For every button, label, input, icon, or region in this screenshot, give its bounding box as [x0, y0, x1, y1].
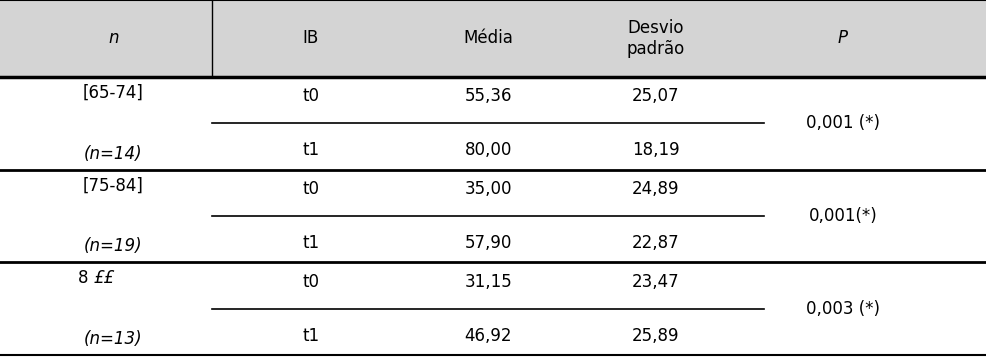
- Text: (n=14): (n=14): [84, 145, 143, 162]
- Text: [75-84]: [75-84]: [83, 177, 144, 195]
- Text: (n=13): (n=13): [84, 330, 143, 348]
- Text: t0: t0: [302, 180, 319, 198]
- Bar: [0, 0, 986, 77]
- Text: 55,36: 55,36: [464, 87, 512, 105]
- Text: t1: t1: [302, 234, 319, 252]
- Text: 8: 8: [78, 270, 94, 287]
- Text: 24,89: 24,89: [632, 180, 679, 198]
- Text: IB: IB: [303, 29, 318, 47]
- Text: 35,00: 35,00: [464, 180, 512, 198]
- Text: 80,00: 80,00: [464, 141, 512, 159]
- Text: n: n: [108, 29, 118, 47]
- Text: 31,15: 31,15: [464, 273, 512, 291]
- Text: t0: t0: [302, 273, 319, 291]
- Text: Média: Média: [463, 29, 513, 47]
- Text: 23,47: 23,47: [632, 273, 679, 291]
- Text: 25,07: 25,07: [632, 87, 679, 105]
- Text: Desvio
padrão: Desvio padrão: [626, 19, 685, 58]
- Text: 0,001 (*): 0,001 (*): [806, 114, 880, 132]
- Text: ££: ££: [94, 270, 115, 287]
- Text: (n=19): (n=19): [84, 237, 143, 255]
- Text: t1: t1: [302, 327, 319, 345]
- Text: 0,003 (*): 0,003 (*): [806, 300, 880, 318]
- Text: t0: t0: [302, 87, 319, 105]
- Text: 25,89: 25,89: [632, 327, 679, 345]
- Text: 0,001(*): 0,001(*): [809, 207, 878, 225]
- Text: 57,90: 57,90: [464, 234, 512, 252]
- Text: 46,92: 46,92: [464, 327, 512, 345]
- Text: [65-74]: [65-74]: [83, 84, 144, 102]
- Text: 18,19: 18,19: [632, 141, 679, 159]
- Text: t1: t1: [302, 141, 319, 159]
- Text: P: P: [838, 29, 848, 47]
- Text: 22,87: 22,87: [632, 234, 679, 252]
